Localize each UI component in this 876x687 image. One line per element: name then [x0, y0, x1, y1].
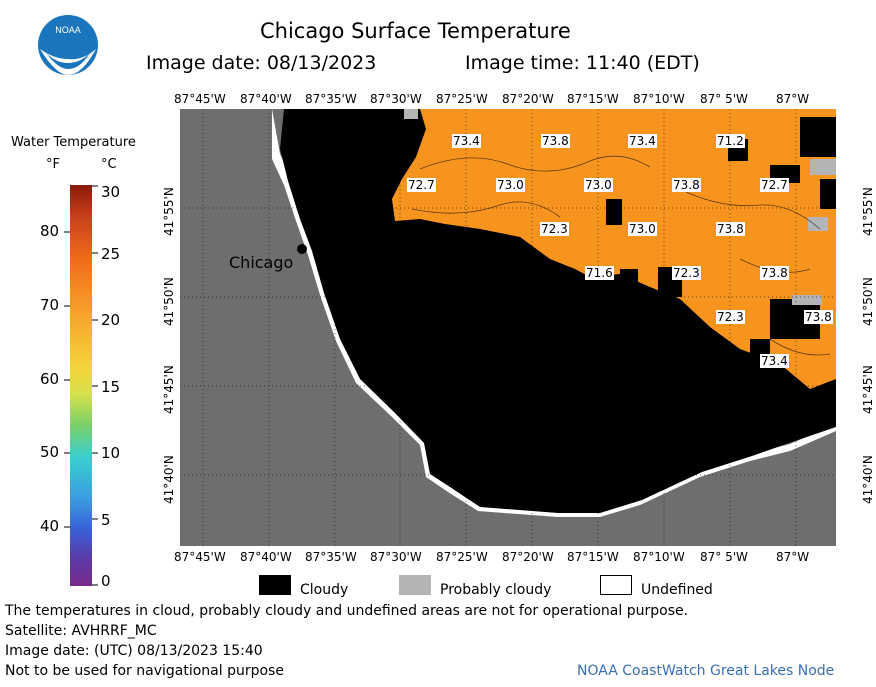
cloud-patch: [820, 179, 836, 209]
temp-label: 72.3: [540, 222, 569, 236]
f-tick-70: 70: [40, 296, 60, 314]
satellite-text: Satellite: AVHRRF_MC: [5, 623, 157, 639]
lon-top-5: 87°20'W: [502, 92, 554, 106]
temp-label: 73.8: [541, 134, 570, 148]
lon-bottom-7: 87°10'W: [633, 550, 685, 564]
noaa-logo: NOAA: [38, 15, 98, 75]
lat-right-2: 41°45'N: [861, 365, 875, 414]
f-tick-50: 50: [40, 443, 60, 461]
lon-bottom-5: 87°20'W: [502, 550, 554, 564]
unit-fahrenheit: °F: [46, 157, 60, 172]
temp-label: 73.4: [628, 134, 657, 148]
cloud-patch: [620, 269, 638, 291]
legend-probably-cloudy-swatch: [399, 575, 431, 595]
probably-cloudy-patch: [792, 295, 822, 305]
probably-cloudy-patch: [810, 159, 836, 175]
city-label: Chicago: [229, 253, 294, 272]
lon-top-6: 87°15'W: [567, 92, 619, 106]
temp-label: 73.4: [760, 354, 789, 368]
lat-left-1: 41°50'N: [162, 277, 176, 326]
temperature-color-scale: [70, 185, 92, 586]
lon-top-1: 87°40'W: [240, 92, 292, 106]
temp-label: 71.2: [716, 134, 745, 148]
temp-label: 73.0: [628, 222, 657, 236]
temp-label: 72.7: [760, 178, 789, 192]
c-tick-20: 20: [101, 311, 121, 329]
lon-top-0: 87°45'W: [174, 92, 226, 106]
c-tick-0: 0: [101, 572, 111, 590]
image-time: Image time: 11:40 (EDT): [465, 52, 700, 74]
image-date: Image date: 08/13/2023: [146, 52, 377, 74]
lon-top-7: 87°10'W: [633, 92, 685, 106]
c-tick-30: 30: [101, 183, 121, 201]
c-tick-10: 10: [101, 444, 121, 462]
legend-undefined-swatch: [600, 575, 632, 595]
c-tick-15: 15: [101, 378, 121, 396]
lon-bottom-6: 87°15'W: [567, 550, 619, 564]
isotherm-contours: [411, 155, 831, 356]
lon-top-3: 87°30'W: [370, 92, 422, 106]
utc-date-text: Image date: (UTC) 08/13/2023 15:40: [5, 643, 263, 659]
temp-label: 73.8: [760, 266, 789, 280]
f-tick-40: 40: [40, 517, 60, 535]
lat-left-3: 41°40'N: [162, 455, 176, 504]
legend-cloudy-swatch: [259, 575, 291, 595]
cloud-patch: [606, 199, 622, 225]
f-tick-60: 60: [40, 370, 60, 388]
c-tick-25: 25: [101, 245, 121, 263]
lon-bottom-3: 87°30'W: [370, 550, 422, 564]
temp-label: 73.8: [804, 310, 833, 324]
lon-bottom-2: 87°35'W: [305, 550, 357, 564]
legend-undefined-label: Undefined: [641, 582, 713, 598]
temperature-map: [180, 109, 836, 546]
temp-label: 73.0: [584, 178, 613, 192]
lon-top-8: 87° 5'W: [700, 92, 748, 106]
lon-bottom-9: 87°W: [776, 550, 810, 564]
probably-cloudy-patch: [808, 217, 828, 231]
lat-right-0: 41°55'N: [861, 187, 875, 236]
credit-text: NOAA CoastWatch Great Lakes Node: [577, 663, 835, 679]
temp-label: 73.8: [672, 178, 701, 192]
temp-label: 72.7: [407, 178, 436, 192]
temp-label: 71.6: [585, 266, 614, 280]
lat-left-2: 41°45'N: [162, 365, 176, 414]
cloud-patch: [800, 117, 836, 157]
graticule: [180, 109, 836, 546]
legend-cloudy-label: Cloudy: [300, 582, 349, 598]
logo-text: NOAA: [55, 25, 81, 35]
lon-top-9: 87°W: [776, 92, 810, 106]
disclaimer-text: The temperatures in cloud, probably clou…: [5, 603, 689, 619]
temp-label: 72.3: [716, 310, 745, 324]
unit-celsius: °C: [101, 157, 117, 172]
temp-label: 73.8: [716, 222, 745, 236]
lat-right-3: 41°40'N: [861, 455, 875, 504]
probably-cloudy-patch: [404, 109, 418, 119]
lat-right-1: 41°50'N: [861, 277, 875, 326]
lon-top-2: 87°35'W: [305, 92, 357, 106]
scale-ticks: [64, 185, 98, 586]
lon-bottom-8: 87° 5'W: [700, 550, 748, 564]
lon-top-4: 87°25'W: [436, 92, 488, 106]
lon-bottom-4: 87°25'W: [436, 550, 488, 564]
map-title: Chicago Surface Temperature: [260, 19, 571, 43]
temp-label: 73.4: [452, 134, 481, 148]
f-tick-80: 80: [40, 222, 60, 240]
temp-label: 72.3: [672, 266, 701, 280]
c-tick-5: 5: [101, 511, 111, 529]
temp-label: 73.0: [496, 178, 525, 192]
lon-bottom-0: 87°45'W: [174, 550, 226, 564]
scale-title: Water Temperature: [11, 135, 136, 150]
chicago-marker: [297, 244, 307, 254]
nav-warning-text: Not to be used for navigational purpose: [5, 663, 284, 679]
lon-bottom-1: 87°40'W: [240, 550, 292, 564]
lat-left-0: 41°55'N: [162, 187, 176, 236]
legend-probably-cloudy-label: Probably cloudy: [440, 582, 552, 598]
